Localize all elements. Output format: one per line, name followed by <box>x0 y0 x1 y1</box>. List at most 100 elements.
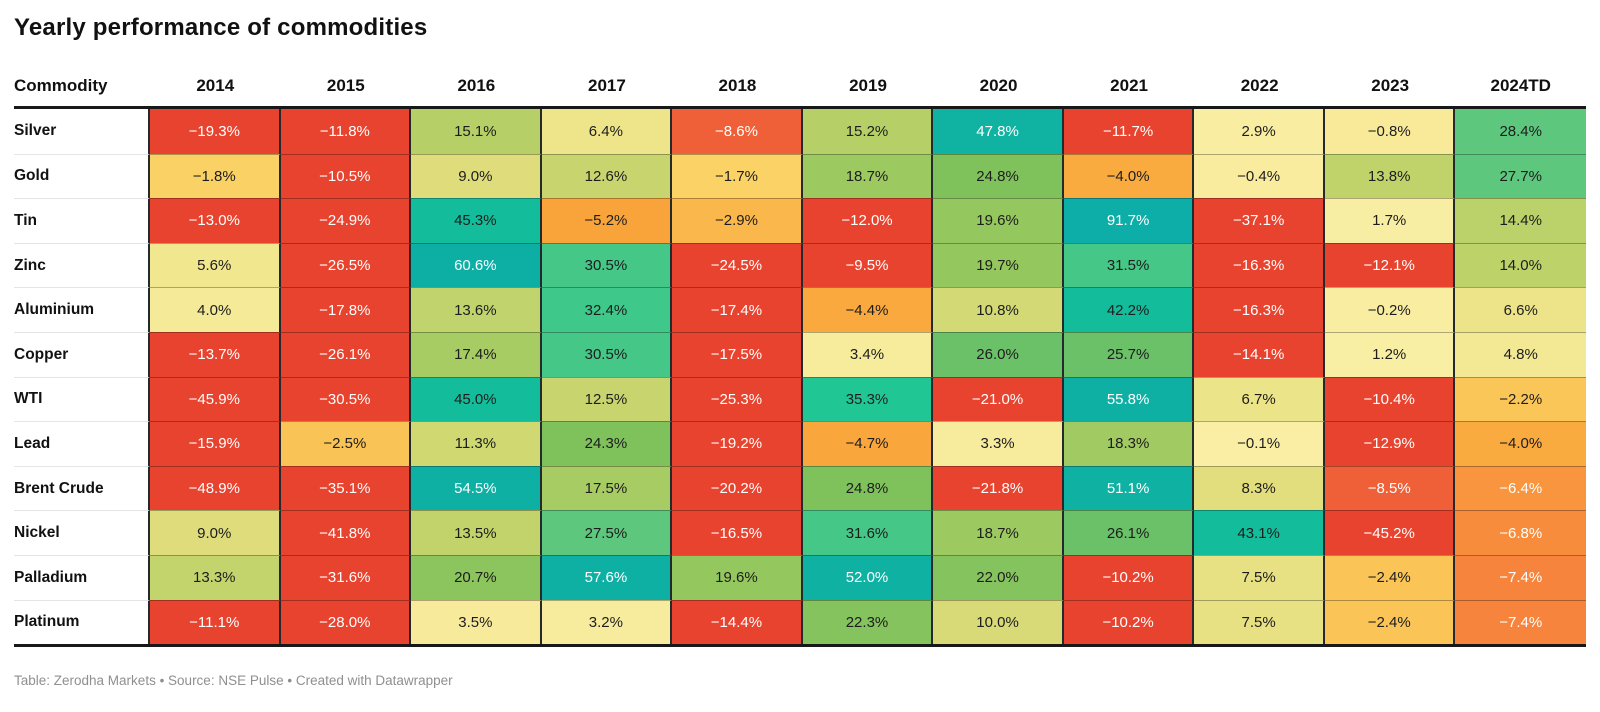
cell-lead-2017: 24.3% <box>541 421 673 466</box>
cell-tin-2014: −13.0% <box>150 198 281 243</box>
column-header-2019: 2019 <box>849 76 887 95</box>
column-header-2015: 2015 <box>326 76 365 95</box>
table-row-wti: WTI −45.9% −30.5% 45.0% 12.5% −25.3% 35.3% −21.… <box>14 376 1586 422</box>
cell-tin-2018: −2.9% <box>672 198 803 243</box>
column-header-2014: 2014 <box>196 76 235 95</box>
cell-nickel-2018: −16.5% <box>672 510 803 555</box>
page: Yearly performance of commodities Commod… <box>14 14 1586 688</box>
cell-palladium-2018: 19.6% <box>672 554 803 600</box>
cell-brent-crude-2014: −48.9% <box>150 465 281 511</box>
cell-zinc-2024td: 14.0% <box>1455 242 1586 288</box>
cell-gold-2024td: 27.7% <box>1455 153 1586 199</box>
cell-wti-2016: 45.0% <box>411 376 542 422</box>
cell-nickel-2021: 26.1% <box>1063 510 1195 555</box>
row-label-zinc: Zinc <box>14 242 150 288</box>
cell-brent-crude-2017: 17.5% <box>541 465 673 511</box>
cell-brent-crude-2018: −20.2% <box>672 465 803 511</box>
cell-tin-2022: −37.1% <box>1194 198 1325 243</box>
row-label-palladium: Palladium <box>14 554 150 600</box>
cell-lead-2016: 11.3% <box>411 421 542 466</box>
cell-nickel-2019: 31.6% <box>802 510 934 555</box>
table-row-lead: Lead −15.9% −2.5% 11.3% 24.3% −19.2% −4.7% 3.3%… <box>14 421 1586 466</box>
cell-nickel-2023: −45.2% <box>1324 510 1456 555</box>
cell-silver-2016: 15.1% <box>411 109 542 154</box>
column-header-2016: 2016 <box>457 76 496 95</box>
row-label-gold: Gold <box>14 153 150 199</box>
cell-lead-2024td: −4.0% <box>1455 421 1586 466</box>
cell-silver-2021: −11.7% <box>1063 109 1195 154</box>
table-row-copper: Copper −13.7% −26.1% 17.4% 30.5% −17.5% 3.4% 26… <box>14 331 1586 377</box>
cell-nickel-2024td: −6.8% <box>1455 510 1586 555</box>
cell-tin-2017: −5.2% <box>541 198 673 243</box>
cell-lead-2020: 3.3% <box>933 421 1064 466</box>
cell-silver-2022: 2.9% <box>1194 109 1325 154</box>
cell-platinum-2019: 22.3% <box>802 599 934 645</box>
cell-zinc-2021: 31.5% <box>1063 242 1195 288</box>
row-label-platinum: Platinum <box>14 599 150 645</box>
cell-wti-2024td: −2.2% <box>1455 376 1586 422</box>
table-body: Silver −19.3% −11.8% 15.1% 6.4% −8.6% 15.2% 47.… <box>14 109 1586 648</box>
cell-aluminium-2023: −0.2% <box>1324 287 1456 332</box>
cell-brent-crude-2015: −35.1% <box>280 465 412 511</box>
table-row-tin: Tin −13.0% −24.9% 45.3% −5.2% −2.9% −12.0% 19.6… <box>14 198 1586 243</box>
cell-copper-2015: −26.1% <box>280 331 412 377</box>
cell-copper-2019: 3.4% <box>802 331 934 377</box>
cell-platinum-2020: 10.0% <box>933 599 1064 645</box>
cell-palladium-2015: −31.6% <box>280 554 412 600</box>
page-title: Yearly performance of commodities <box>14 14 428 41</box>
cell-nickel-2020: 18.7% <box>933 510 1064 555</box>
cell-aluminium-2017: 32.4% <box>541 287 673 332</box>
cell-gold-2017: 12.6% <box>541 153 673 199</box>
cell-copper-2018: −17.5% <box>672 331 803 377</box>
cell-nickel-2022: 43.1% <box>1194 510 1325 555</box>
row-label-aluminium: Aluminium <box>14 287 150 332</box>
cell-brent-crude-2019: 24.8% <box>802 465 934 511</box>
cell-copper-2016: 17.4% <box>411 331 542 377</box>
cell-aluminium-2015: −17.8% <box>280 287 412 332</box>
cell-wti-2023: −10.4% <box>1324 376 1456 422</box>
row-label-copper: Copper <box>14 331 150 377</box>
cell-silver-2015: −11.8% <box>280 109 412 154</box>
cell-aluminium-2022: −16.3% <box>1194 287 1325 332</box>
cell-wti-2017: 12.5% <box>541 376 673 422</box>
cell-tin-2023: 1.7% <box>1324 198 1456 243</box>
cell-platinum-2022: 7.5% <box>1194 599 1325 645</box>
table-row-silver: Silver −19.3% −11.8% 15.1% 6.4% −8.6% 15.2% 47.… <box>14 109 1586 154</box>
cell-platinum-2015: −28.0% <box>280 599 412 645</box>
column-header-commodity: Commodity <box>14 76 108 95</box>
cell-zinc-2016: 60.6% <box>411 242 542 288</box>
cell-palladium-2023: −2.4% <box>1324 554 1456 600</box>
cell-palladium-2020: 22.0% <box>933 554 1064 600</box>
column-header-2017: 2017 <box>587 76 626 95</box>
cell-copper-2021: 25.7% <box>1063 331 1195 377</box>
cell-copper-2023: 1.2% <box>1324 331 1456 377</box>
cell-aluminium-2024td: 6.6% <box>1455 287 1586 332</box>
cell-tin-2020: 19.6% <box>933 198 1064 243</box>
cell-lead-2021: 18.3% <box>1063 421 1195 466</box>
cell-tin-2019: −12.0% <box>802 198 934 243</box>
cell-copper-2017: 30.5% <box>541 331 673 377</box>
cell-silver-2023: −0.8% <box>1324 109 1456 154</box>
cell-nickel-2016: 13.5% <box>411 510 542 555</box>
cell-lead-2014: −15.9% <box>150 421 281 466</box>
cell-lead-2019: −4.7% <box>802 421 934 466</box>
cell-nickel-2015: −41.8% <box>280 510 412 555</box>
cell-nickel-2014: 9.0% <box>150 510 281 555</box>
cell-wti-2014: −45.9% <box>150 376 281 422</box>
cell-lead-2022: −0.1% <box>1194 421 1325 466</box>
cell-tin-2016: 45.3% <box>411 198 542 243</box>
cell-gold-2019: 18.7% <box>802 153 934 199</box>
cell-platinum-2023: −2.4% <box>1324 599 1456 645</box>
cell-zinc-2018: −24.5% <box>672 242 803 288</box>
cell-platinum-2014: −11.1% <box>150 599 281 645</box>
cell-brent-crude-2023: −8.5% <box>1324 465 1456 511</box>
cell-gold-2022: −0.4% <box>1194 153 1325 199</box>
cell-platinum-2021: −10.2% <box>1063 599 1195 645</box>
row-label-brent-crude: Brent Crude <box>14 465 150 511</box>
cell-palladium-2014: 13.3% <box>150 554 281 600</box>
column-header-2022: 2022 <box>1240 76 1279 95</box>
row-label-wti: WTI <box>14 376 150 422</box>
cell-wti-2018: −25.3% <box>672 376 803 422</box>
cell-tin-2021: 91.7% <box>1063 198 1195 243</box>
cell-gold-2020: 24.8% <box>933 153 1064 199</box>
